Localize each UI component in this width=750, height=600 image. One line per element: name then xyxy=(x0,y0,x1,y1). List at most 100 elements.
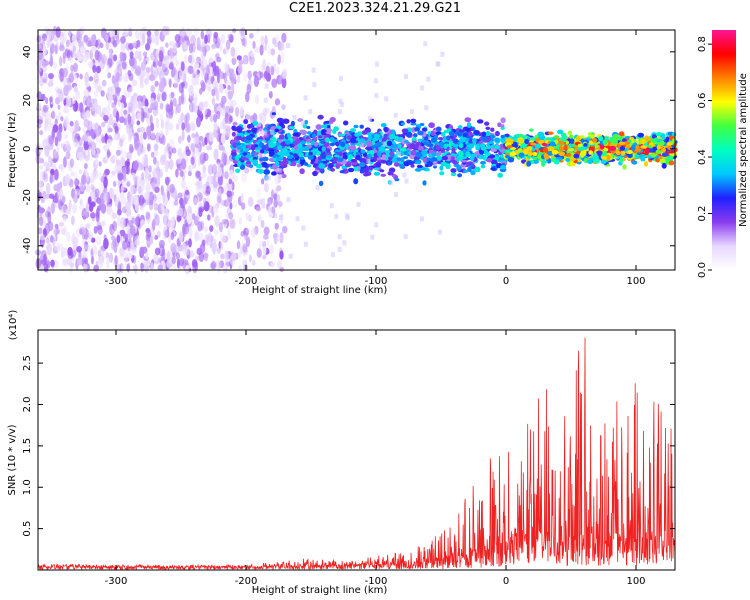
heatmap-cell xyxy=(252,159,259,166)
heatmap-cell xyxy=(65,177,70,187)
heatmap-cell xyxy=(216,162,221,169)
heatmap-cell xyxy=(354,132,361,137)
heatmap-cell xyxy=(505,149,511,154)
heatmap-cell xyxy=(116,149,122,155)
heatmap-cell xyxy=(248,164,254,168)
heatmap-cell xyxy=(268,212,274,218)
heatmap-cell xyxy=(153,143,159,151)
heatmap-cell xyxy=(314,141,319,147)
snr-series-line xyxy=(37,337,676,571)
heatmap-cell xyxy=(175,59,179,67)
heatmap-cell xyxy=(129,241,135,251)
heatmap-cell xyxy=(179,197,184,206)
heatmap-cell xyxy=(230,253,237,261)
heatmap-cell xyxy=(89,202,94,212)
snr-xtick-label: -100 xyxy=(365,576,388,587)
heatmap-cell xyxy=(145,261,151,267)
heatmap-cell xyxy=(328,163,334,169)
heatmap-cell xyxy=(229,115,233,123)
heatmap-cell xyxy=(150,122,155,132)
heatmap-cell xyxy=(262,58,266,71)
heatmap-cell xyxy=(106,257,110,269)
heatmap-cell xyxy=(185,244,190,256)
heatmap-cell xyxy=(43,173,49,183)
snr-xtick-label: -300 xyxy=(105,576,128,587)
heatmap-cell xyxy=(279,250,284,260)
heatmap-cell xyxy=(101,121,106,128)
heatmap-cell xyxy=(202,59,208,70)
heatmap-cell xyxy=(175,252,180,260)
colorbar-tick-label: 0.6 xyxy=(697,93,708,109)
heatmap-cell xyxy=(490,127,495,132)
heatmap-cell xyxy=(144,191,150,201)
heatmap-cell xyxy=(85,109,91,119)
heatmap-cell xyxy=(83,118,90,128)
heatmap-cell xyxy=(149,200,154,211)
heatmap-cell xyxy=(275,66,280,76)
heatmap-cell xyxy=(39,130,44,136)
heatmap-cell xyxy=(158,50,164,62)
heatmap-cell xyxy=(93,245,98,257)
heatmap-cell xyxy=(259,71,264,79)
heatmap-cell xyxy=(240,230,245,237)
heatmap-cells xyxy=(35,25,678,275)
heatmap-cell xyxy=(131,57,137,69)
heatmap-cell xyxy=(244,234,249,241)
heatmap-cell xyxy=(42,190,47,200)
heatmap-cell xyxy=(144,98,149,108)
heatmap-cell xyxy=(261,161,268,168)
heatmap-cell xyxy=(269,141,274,147)
heatmap-cell xyxy=(132,112,136,122)
heatmap-cell xyxy=(93,264,100,271)
heatmap-cell xyxy=(85,133,90,141)
heatmap-cell xyxy=(428,122,435,129)
heatmap-cell xyxy=(267,197,273,205)
heatmap-cell xyxy=(396,151,401,157)
heatmap-cell xyxy=(196,58,202,64)
heatmap-cell xyxy=(119,116,125,124)
heatmap-cell xyxy=(204,34,208,44)
heatmap-cell xyxy=(270,129,275,135)
heatmap-cell xyxy=(188,250,195,258)
heatmap-cell xyxy=(475,166,481,173)
heatmap-cell xyxy=(200,80,205,87)
heatmap-cell xyxy=(373,171,381,176)
heatmap-cell xyxy=(153,165,160,173)
heatmap-cell xyxy=(397,142,402,149)
heatmap-cell xyxy=(230,46,236,57)
heatmap-cell xyxy=(276,260,282,269)
heatmap-cell xyxy=(177,192,183,199)
heatmap-cell xyxy=(66,82,72,92)
heatmap-cell xyxy=(135,30,140,40)
heatmap-cell xyxy=(44,121,48,132)
heatmap-cell xyxy=(257,139,263,143)
heatmap-cell xyxy=(315,151,321,156)
heatmap-cell xyxy=(99,258,103,269)
heatmap-cell xyxy=(419,216,424,222)
heatmap-cell xyxy=(163,67,169,76)
heatmap-cell xyxy=(50,111,56,119)
heatmap-cell xyxy=(526,160,532,167)
heatmap-cell xyxy=(484,121,490,126)
heatmap-cell xyxy=(66,49,71,59)
heatmap-cell xyxy=(213,181,218,188)
heatmap-cell xyxy=(177,136,182,144)
heatmap-cell xyxy=(175,123,180,131)
heatmap-cell xyxy=(240,193,244,204)
heatmap-cell xyxy=(236,240,241,250)
heatmap-cell xyxy=(170,219,175,227)
heatmap-cell xyxy=(245,91,250,103)
heatmap-cell xyxy=(363,167,370,173)
heatmap-cell xyxy=(192,101,197,112)
heatmap-cell xyxy=(239,164,246,170)
heatmap-cell xyxy=(56,88,63,94)
heatmap-cell xyxy=(338,133,345,137)
heatmap-cell xyxy=(649,142,654,146)
heatmap-cell xyxy=(426,161,433,167)
heatmap-cell xyxy=(236,135,243,140)
heatmap-cell xyxy=(79,227,86,233)
heatmap-cell xyxy=(41,240,45,248)
heatmap-cell xyxy=(73,85,78,93)
heatmap-cell xyxy=(116,59,122,69)
heatmap-cell xyxy=(69,121,74,127)
